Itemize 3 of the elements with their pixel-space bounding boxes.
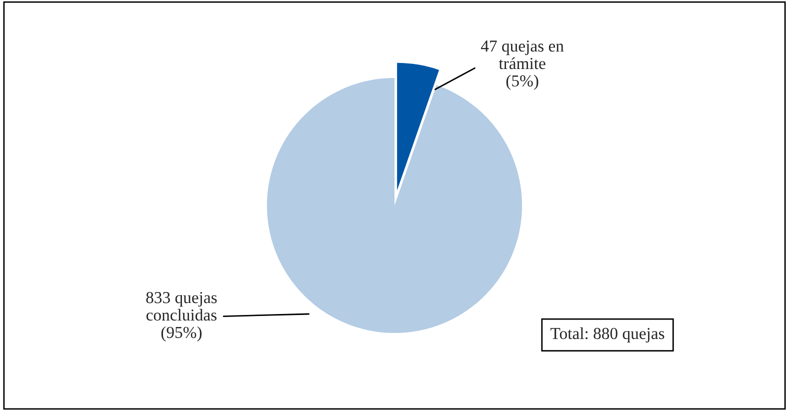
slice-label: 833 quejas concluidas (95%) — [146, 292, 217, 342]
slice-label: 47 quejas en trámite (5%) — [480, 40, 564, 90]
text: Total: 880 quejas — [550, 327, 664, 343]
